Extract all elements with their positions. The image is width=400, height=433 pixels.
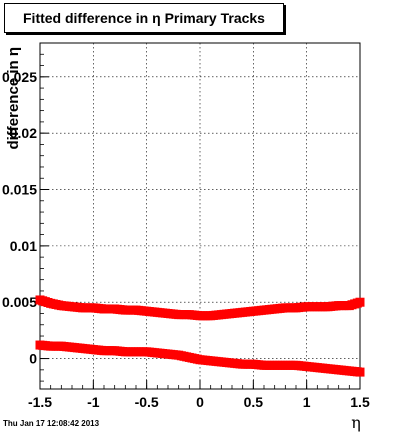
y-tick-label: 0.025 [2, 69, 37, 85]
y-tick-label: 0.015 [2, 182, 37, 198]
x-tick-label: 0.5 [244, 394, 264, 410]
y-axis-title: difference in η [5, 47, 22, 150]
series-0 [35, 295, 365, 321]
data-point [355, 297, 365, 307]
x-tick-label: -1 [87, 394, 100, 410]
y-tick-label: 0.01 [10, 238, 37, 254]
x-tick-label: 1.5 [350, 394, 370, 410]
tick-labels: -1.5 -1 -0.5 0 0.5 1 1.5 0 0.005 0.01 0.015 0.02 0.0… [2, 69, 370, 410]
data-markers [35, 295, 365, 377]
y-tick-label: 0.005 [2, 294, 37, 310]
timestamp: Thu Jan 17 12:08:42 2013 [3, 419, 100, 428]
x-axis-title: η [351, 413, 361, 432]
x-tick-label: 0 [196, 394, 204, 410]
chart-title: Fitted difference in η Primary Tracks [4, 3, 284, 33]
x-tick-label: -1.5 [28, 394, 52, 410]
grid-lines [39, 43, 361, 389]
y-tick-label: 0 [29, 351, 37, 367]
data-point [355, 367, 365, 377]
axis-ticks [39, 53, 361, 389]
x-tick-label: 1 [303, 394, 311, 410]
y-tick-label: 0.02 [10, 125, 37, 141]
x-tick-label: -0.5 [135, 394, 159, 410]
series-1 [35, 340, 365, 377]
